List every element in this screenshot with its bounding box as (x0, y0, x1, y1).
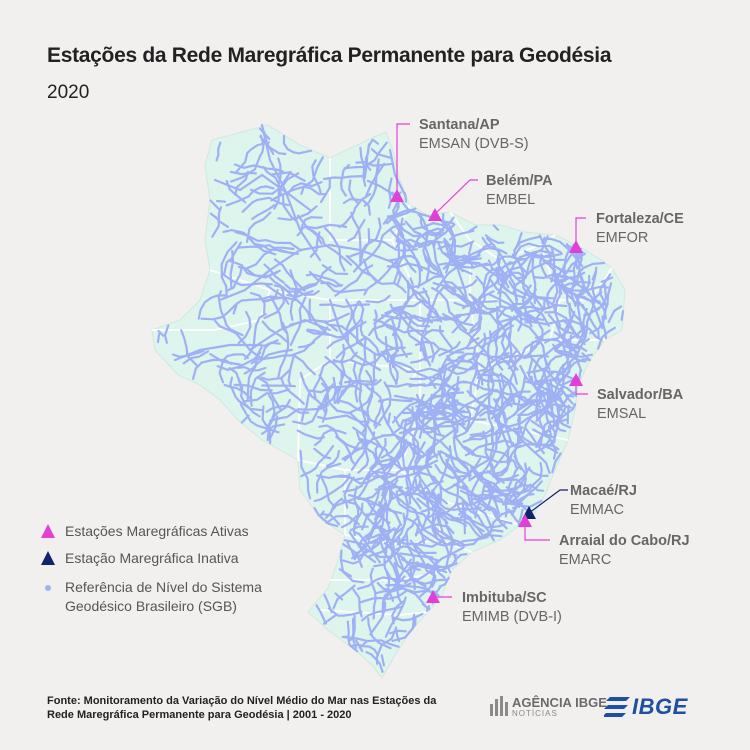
station-name-macae: Macaé/RJ (570, 483, 637, 499)
station-labels: Santana/AP EMSAN (DVB-S) Belém/PA EMBEL … (419, 117, 690, 625)
station-name-belem: Belém/PA (486, 173, 553, 189)
station-name-salvador: Salvador/BA (597, 387, 684, 403)
station-name-santana: Santana/AP (419, 117, 500, 133)
pink-triangle-icon (41, 524, 55, 538)
station-name-imbituba: Imbituba/SC (462, 590, 547, 606)
blue-dot-icon (45, 585, 51, 591)
station-code-imbituba: EMIMB (DVB-I) (462, 609, 562, 625)
brazil-land (151, 124, 626, 679)
navy-triangle-icon (41, 551, 55, 565)
source-note: Fonte: Monitoramento da Variação do Níve… (47, 695, 437, 721)
station-code-belem: EMBEL (486, 192, 535, 208)
station-markers (390, 189, 583, 603)
page-title: Estações da Rede Maregráfica Permanente … (47, 44, 612, 67)
station-marker-arraial (518, 514, 532, 527)
station-marker-belem (428, 208, 442, 221)
legend-label-active: Estações Maregráficas Ativas (65, 523, 249, 539)
agencia-logo-top: AGÊNCIA IBGE (512, 695, 607, 710)
ibge-logo-text: IBGE (632, 694, 688, 719)
station-marker-fortaleza (569, 240, 583, 253)
agencia-bars-icon (490, 696, 508, 716)
page-subtitle: 2020 (47, 82, 90, 103)
station-code-arraial: EMARC (559, 552, 611, 568)
station-marker-santana (390, 189, 404, 202)
station-marker-imbituba (426, 590, 440, 603)
sgb-reference-network (156, 123, 625, 674)
station-marker-salvador (569, 373, 583, 386)
station-name-arraial: Arraial do Cabo/RJ (559, 533, 690, 549)
agencia-logo-bottom: NOTÍCIAS (512, 709, 558, 718)
ibge-logo: IBGE (604, 694, 700, 720)
legend-label-inactive: Estação Maregráfica Inativa (65, 550, 239, 566)
station-code-fortaleza: EMFOR (596, 230, 648, 246)
station-code-santana: EMSAN (DVB-S) (419, 136, 529, 152)
ibge-stripes-icon (604, 697, 630, 717)
legend-label-reference: Referência de Nível do Sistema Geodésico… (65, 579, 262, 614)
station-code-salvador: EMSAL (597, 406, 646, 422)
station-name-fortaleza: Fortaleza/CE (596, 211, 684, 227)
station-code-macae: EMMAC (570, 502, 624, 518)
